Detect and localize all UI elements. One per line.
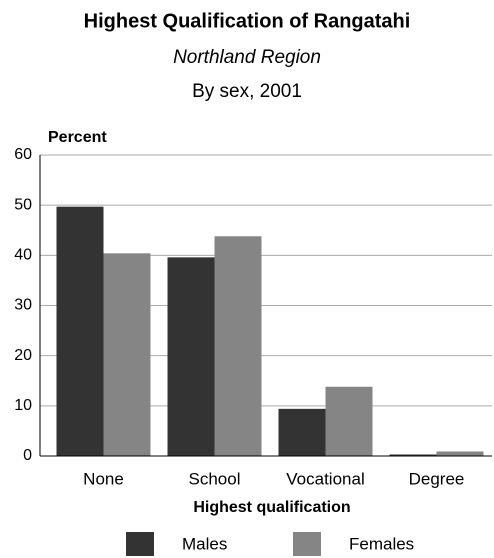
bar xyxy=(436,451,484,456)
legend-label: Females xyxy=(349,534,414,553)
y-tick-label: 50 xyxy=(14,196,32,213)
legend-swatch xyxy=(293,532,321,556)
bar xyxy=(167,257,215,456)
bar xyxy=(278,408,326,456)
x-tick-label: Degree xyxy=(409,469,465,488)
chart-subtitle: By sex, 2001 xyxy=(192,81,302,102)
x-tick-label: None xyxy=(83,469,124,488)
bar xyxy=(389,454,437,456)
chart-title: Highest Qualification of Rangatahi xyxy=(84,10,411,32)
bar xyxy=(325,386,373,456)
chart-subtitle: Northland Region xyxy=(173,47,321,68)
bar xyxy=(103,253,151,456)
y-axis-label: Percent xyxy=(48,129,107,146)
y-tick-label: 10 xyxy=(14,397,32,414)
bar xyxy=(214,236,262,456)
y-tick-label: 60 xyxy=(14,146,32,163)
y-tick-label: 40 xyxy=(14,247,32,264)
legend-swatch xyxy=(126,532,154,556)
bar xyxy=(56,206,104,456)
x-axis-label: Highest qualification xyxy=(193,499,350,516)
x-tick-label: School xyxy=(189,469,241,488)
legend-label: Males xyxy=(182,534,227,553)
y-tick-label: 20 xyxy=(14,347,32,364)
x-tick-label: Vocational xyxy=(286,469,364,488)
y-tick-label: 0 xyxy=(23,447,32,464)
y-tick-label: 30 xyxy=(14,297,32,314)
